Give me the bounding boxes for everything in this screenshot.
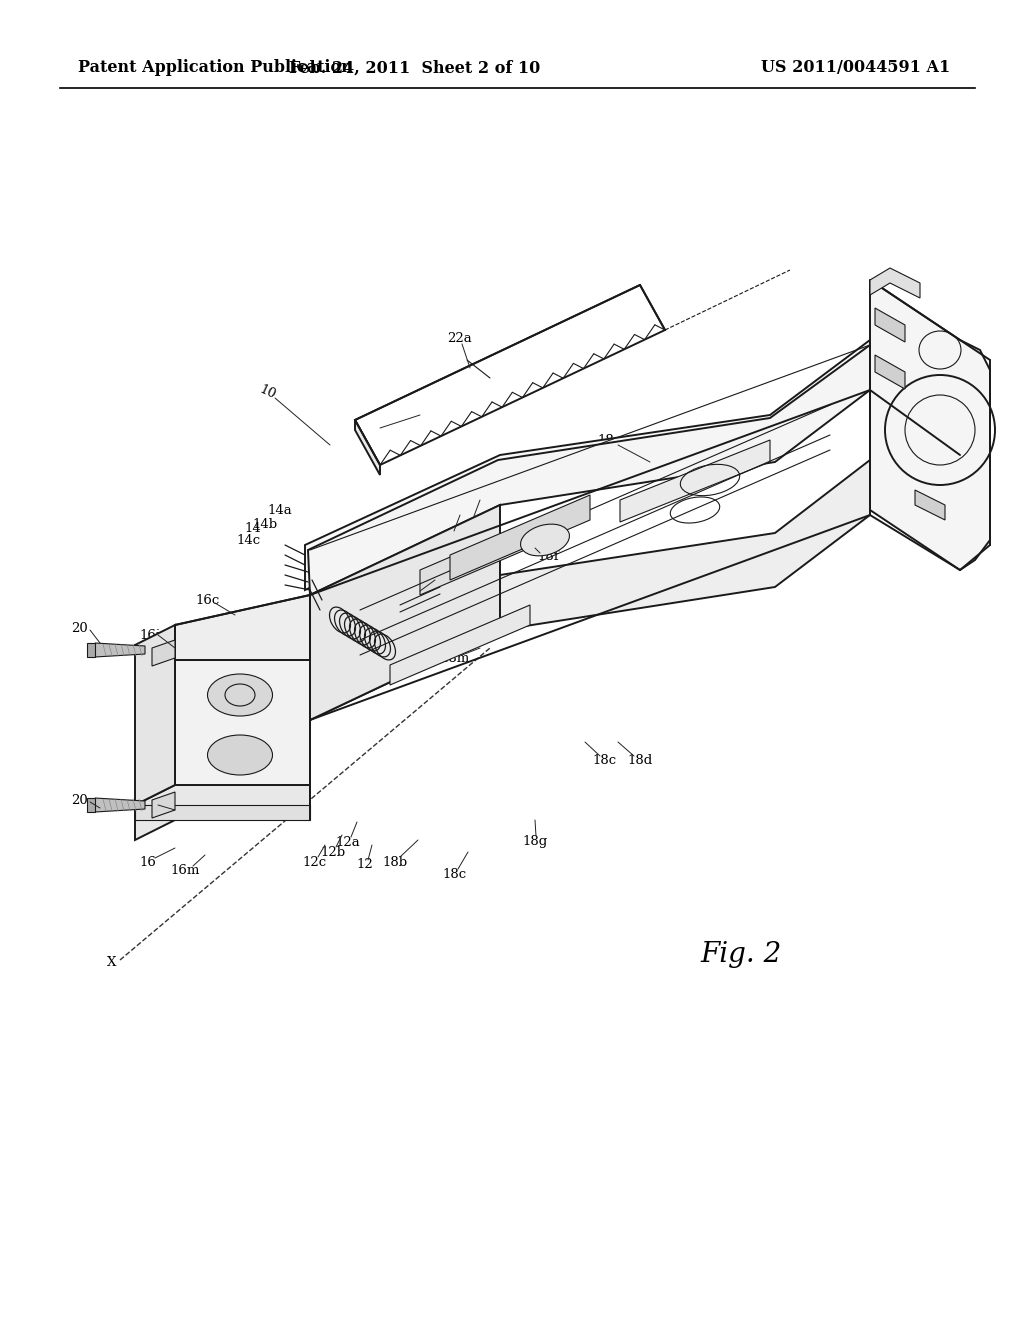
Polygon shape xyxy=(310,459,870,719)
Text: 18f: 18f xyxy=(538,549,559,562)
Text: 12: 12 xyxy=(356,858,374,871)
Polygon shape xyxy=(870,280,990,570)
Polygon shape xyxy=(135,624,175,805)
Text: 18c: 18c xyxy=(443,869,467,882)
Polygon shape xyxy=(420,510,560,595)
Polygon shape xyxy=(355,285,665,465)
Ellipse shape xyxy=(208,675,272,715)
Text: 16j: 16j xyxy=(139,799,161,812)
Text: Patent Application Publication: Patent Application Publication xyxy=(78,59,352,77)
Text: 18a: 18a xyxy=(598,433,623,446)
Polygon shape xyxy=(310,506,500,719)
Text: 18b: 18b xyxy=(458,513,482,527)
Polygon shape xyxy=(87,643,95,657)
Polygon shape xyxy=(175,595,310,660)
Text: X: X xyxy=(108,956,117,969)
Text: 14b: 14b xyxy=(253,517,278,531)
Text: Fig. 2: Fig. 2 xyxy=(700,941,781,969)
Text: 18d: 18d xyxy=(437,528,463,541)
Text: 14: 14 xyxy=(245,521,261,535)
Polygon shape xyxy=(95,643,145,657)
Text: 12b: 12b xyxy=(321,846,345,858)
Text: 16: 16 xyxy=(139,857,157,870)
Polygon shape xyxy=(450,495,590,579)
Ellipse shape xyxy=(520,524,569,556)
Text: 20: 20 xyxy=(72,793,88,807)
Text: 18g: 18g xyxy=(402,589,428,602)
Text: 16j: 16j xyxy=(139,628,161,642)
Polygon shape xyxy=(152,792,175,818)
Polygon shape xyxy=(305,341,870,590)
Polygon shape xyxy=(870,268,920,298)
Text: US 2011/0044591 A1: US 2011/0044591 A1 xyxy=(761,59,950,77)
Polygon shape xyxy=(355,420,380,475)
Polygon shape xyxy=(95,799,145,812)
Text: 18d: 18d xyxy=(628,754,652,767)
Text: 12c: 12c xyxy=(303,855,327,869)
Text: 14c: 14c xyxy=(237,533,261,546)
Polygon shape xyxy=(620,440,770,521)
Polygon shape xyxy=(87,799,95,812)
Text: 14a: 14a xyxy=(267,503,293,516)
Polygon shape xyxy=(308,345,870,595)
Text: 22: 22 xyxy=(367,425,383,438)
Text: 16c: 16c xyxy=(196,594,220,606)
Polygon shape xyxy=(175,660,310,785)
Text: 20: 20 xyxy=(72,622,88,635)
Text: 18: 18 xyxy=(814,532,830,544)
Text: Feb. 24, 2011  Sheet 2 of 10: Feb. 24, 2011 Sheet 2 of 10 xyxy=(290,59,541,77)
Polygon shape xyxy=(870,345,961,535)
Polygon shape xyxy=(135,805,310,820)
Text: 18b: 18b xyxy=(382,855,408,869)
Polygon shape xyxy=(874,355,905,389)
Text: 12a: 12a xyxy=(336,836,360,849)
Ellipse shape xyxy=(208,735,272,775)
Text: 16m: 16m xyxy=(170,863,200,876)
Text: 22a: 22a xyxy=(447,331,472,345)
Polygon shape xyxy=(874,308,905,342)
Text: 10: 10 xyxy=(258,383,279,401)
Polygon shape xyxy=(390,605,530,685)
Text: 18m: 18m xyxy=(440,652,470,664)
Text: 18g: 18g xyxy=(522,836,548,849)
Polygon shape xyxy=(915,490,945,520)
Text: 18c: 18c xyxy=(593,754,617,767)
Polygon shape xyxy=(135,785,310,840)
Polygon shape xyxy=(152,640,175,667)
